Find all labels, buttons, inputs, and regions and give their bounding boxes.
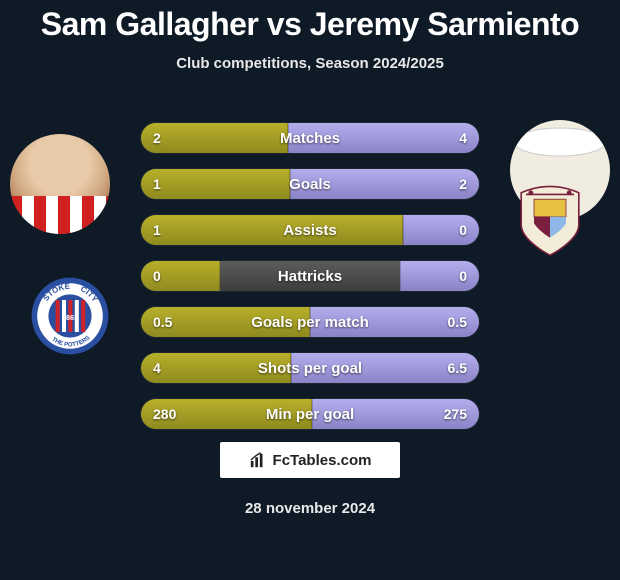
bar-right-fill (403, 215, 479, 245)
bar-left-fill (141, 215, 403, 245)
bar-left-fill (141, 307, 310, 337)
vs-text: vs (267, 6, 302, 42)
brand-logo: FcTables.com (220, 442, 400, 478)
bar-right-fill (400, 261, 479, 291)
stat-row: 12Goals (140, 168, 480, 200)
stat-row: 46.5Shots per goal (140, 352, 480, 384)
player1-name: Sam Gallagher (41, 6, 259, 42)
bar-right-fill (291, 353, 479, 383)
bar-left-fill (141, 169, 290, 199)
player1-avatar (10, 134, 110, 234)
stat-row: 00Hattricks (140, 260, 480, 292)
brand-text: FcTables.com (273, 452, 372, 469)
subtitle: Club competitions, Season 2024/2025 (0, 55, 620, 72)
stat-row: 0.50.5Goals per match (140, 306, 480, 338)
bar-right-fill (290, 169, 479, 199)
stat-bars: 24Matches 12Goals 10Assists 00Hattricks 0.50… (140, 122, 480, 444)
bar-left-fill (141, 261, 220, 291)
club-crest-right (500, 180, 600, 260)
comparison-title: Sam Gallagher vs Jeremy Sarmiento (0, 6, 620, 43)
header: Sam Gallagher vs Jeremy Sarmiento Club c… (0, 0, 620, 72)
svg-text:1863: 1863 (62, 313, 78, 322)
stat-row: 280275Min per goal (140, 398, 480, 430)
bar-right-fill (288, 123, 479, 153)
bar-left-fill (141, 399, 312, 429)
bar-left-fill (141, 123, 288, 153)
player1-face-placeholder (10, 134, 110, 234)
stat-row: 10Assists (140, 214, 480, 246)
club-crest-left: STOKE CITY 1863 THE POTTERS (20, 276, 120, 356)
player2-name: Jeremy Sarmiento (310, 6, 579, 42)
stat-row: 24Matches (140, 122, 480, 154)
footer-date: 28 november 2024 (245, 500, 375, 517)
bar-right-fill (312, 399, 479, 429)
bar-left-fill (141, 353, 291, 383)
bar-right-fill (310, 307, 479, 337)
chart-icon (249, 451, 267, 469)
